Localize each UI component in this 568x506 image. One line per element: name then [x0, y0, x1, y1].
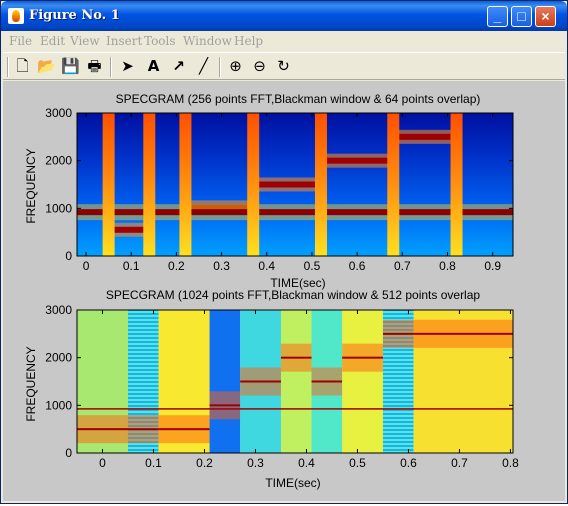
window-title: Figure No. 1 [29, 8, 120, 23]
plot1-xtick-label: 0.2 [168, 259, 185, 273]
plot1-xtick-label: 0 [83, 259, 90, 273]
minimize-button[interactable]: _ [487, 6, 508, 27]
plot2-column [280, 310, 312, 453]
open-folder-icon[interactable]: 📂 [37, 57, 56, 75]
plot1-xtick-label: 0.7 [394, 259, 411, 273]
menu-bar: File Edit View Insert Tools Window Help [3, 31, 565, 51]
maximize-button[interactable]: □ [511, 6, 532, 27]
plot1-xtick-label: 0.4 [258, 259, 275, 273]
plot2-xtick-label: 0.5 [349, 456, 366, 470]
plot2-tone [311, 380, 343, 383]
plot2-title: SPECGRAM (1024 points FFT,Blackman windo… [106, 288, 480, 302]
plot2-frame [76, 309, 514, 454]
menu-file[interactable]: File [9, 34, 33, 48]
plot1-transient [102, 113, 115, 256]
plot1-transient [314, 113, 327, 256]
plot1-tone [393, 133, 457, 140]
plot2-xtick-label: 0.3 [247, 456, 264, 470]
plot1-transient [387, 113, 400, 256]
figure-canvas: SPECGRAM (256 points FFT,Blackman window… [3, 81, 565, 501]
plot2-tone [77, 428, 128, 431]
plot2-ytick-label: 2000 [45, 351, 72, 365]
plot1-transient [143, 113, 156, 256]
plot2-column [209, 310, 241, 453]
menu-help[interactable]: Help [234, 34, 264, 48]
plot2-constant-tone [77, 408, 513, 410]
figure-toolbar: 🗋 📂 💾 🖶 ➤ A ↗ ╱ ⊕ ⊖ ↻ [3, 52, 565, 80]
plot1-tone [108, 226, 150, 233]
plot1-axes: 0 0.1 0.2 0.3 0.4 0.5 0.6 0.7 0.8 0.9 0 1000 2000 300… [45, 106, 514, 273]
plot1-ytick-label: 1000 [45, 201, 72, 215]
text-a-icon[interactable]: A [147, 57, 160, 75]
plot2-tone [342, 356, 383, 359]
plot1-xtick-label: 0.8 [439, 259, 456, 273]
menu-window[interactable]: Window [183, 34, 232, 48]
plot1-tone [320, 157, 394, 164]
plot2-xtick-label: 0.7 [451, 456, 468, 470]
plot1-tone [185, 204, 254, 211]
plot1-frame [76, 112, 514, 257]
plot1-ytick-label: 3000 [45, 106, 72, 120]
zoom-in-icon[interactable]: ⊕ [229, 57, 242, 75]
printer-icon[interactable]: 🖶 [87, 57, 102, 75]
menu-edit[interactable]: Edit [40, 34, 66, 48]
plot1-xtick-label: 0.5 [304, 259, 321, 273]
plot1-transient [450, 113, 463, 256]
diagonal-arrow-icon[interactable]: ↗ [172, 57, 185, 75]
plot2-xtick-label: 0.1 [145, 456, 162, 470]
plot2-ytick-label: 1000 [45, 398, 72, 412]
save-disk-icon[interactable]: 💾 [61, 57, 80, 75]
plot1-transient [179, 113, 192, 256]
plot1-xtick-label: 0.1 [123, 259, 140, 273]
menu-tools[interactable]: Tools [144, 34, 176, 48]
close-button[interactable]: × [535, 6, 556, 27]
plot1-xtick-label: 0.9 [484, 259, 501, 273]
plot2-tone [127, 428, 159, 431]
plot1-xtick-label: 0.3 [213, 259, 230, 273]
menu-view[interactable]: View [70, 34, 100, 48]
rotate-icon[interactable]: ↻ [277, 57, 290, 75]
plot2-xtick-label: 0.2 [196, 456, 213, 470]
plot2-column [342, 310, 383, 453]
plot2-xtick-label: 0.8 [502, 456, 519, 470]
plot2-ytick-label: 0 [65, 446, 72, 460]
menu-insert[interactable]: Insert [106, 34, 143, 48]
plot1-ylabel: FREQUENCY [24, 148, 38, 223]
plot1-title: SPECGRAM (256 points FFT,Blackman window… [116, 92, 481, 106]
plot2-tone [413, 332, 513, 335]
zoom-out-icon[interactable]: ⊖ [253, 57, 266, 75]
plot2-tone [240, 380, 281, 383]
plot1-ytick-label: 2000 [45, 154, 72, 168]
arrow-pointer-icon[interactable]: ➤ [121, 57, 134, 75]
spectrogram-figure: SPECGRAM (256 points FFT,Blackman window… [24, 92, 519, 490]
plot2-tone [158, 428, 210, 431]
plot2-tone [382, 332, 414, 335]
new-document-icon[interactable]: 🗋 [16, 57, 29, 75]
matlab-logo-icon [8, 8, 24, 24]
plot2-xtick-label: 0 [99, 456, 106, 470]
plot1-xlabel: TIME(sec) [270, 276, 325, 290]
title-bar[interactable]: Figure No. 1 _ □ × [1, 1, 567, 31]
plot2-xtick-label: 0.6 [400, 456, 417, 470]
plot1-constant-tone [77, 209, 513, 216]
plot2-axes: 0 0.1 0.2 0.3 0.4 0.5 0.6 0.7 0.8 0 1000 2000 3000 [45, 303, 519, 470]
line-icon[interactable]: ╱ [198, 57, 209, 75]
plot1-xtick-label: 0.6 [349, 259, 366, 273]
plot2-tone [209, 404, 241, 407]
plot1-tone [253, 181, 321, 188]
plot2-tone [280, 356, 312, 359]
plot1-transient [247, 113, 260, 256]
plot2-xtick-label: 0.4 [298, 456, 315, 470]
plot1-ytick-label: 0 [65, 249, 72, 263]
plot2-xlabel: TIME(sec) [265, 476, 320, 490]
plot2-ytick-label: 3000 [45, 303, 72, 317]
plot2-ylabel: FREQUENCY [24, 346, 38, 421]
